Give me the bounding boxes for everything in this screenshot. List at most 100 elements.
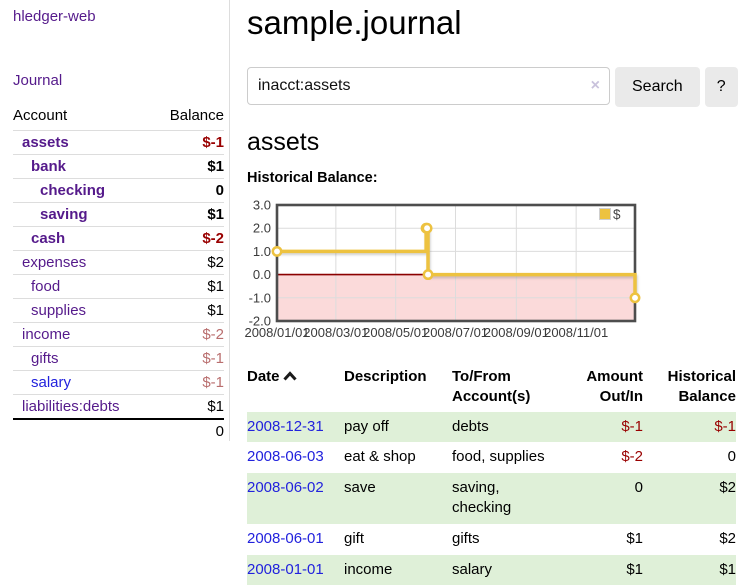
account-link[interactable]: liabilities:debts [22,398,120,415]
account-balance: $2 [152,250,224,275]
account-row: income $-2 [13,322,224,347]
transaction-date-link[interactable]: 2008-06-02 [247,479,324,497]
legend-label: $ [613,206,621,222]
svg-text:-1.0: -1.0 [249,290,271,305]
accounts-table: Account Balance assets $-1 bank $1 check… [13,104,224,443]
account-balance: $1 [152,274,224,299]
account-row: cash $-2 [13,226,224,251]
svg-text:2.0: 2.0 [253,221,271,236]
account-link[interactable]: saving [40,206,88,223]
account-row: checking 0 [13,178,224,203]
transaction-accounts: debts [452,417,489,435]
register-row: 2008-06-02 save saving, checking 0 $2 [247,473,736,524]
chart-canvas: 3.0 2.0 1.0 0.0 -1.0 -2.02008/01/012008/03/01… [244,197,641,340]
account-balance: $-1 [152,130,224,155]
register-row: 2008-06-03 eat & shop food, supplies $-2… [247,442,736,473]
transaction-date-link[interactable]: 2008-06-01 [247,529,324,547]
accounts-header-account: Account [13,107,68,124]
accounts-total-row: 0 [13,418,224,443]
transaction-balance: $2 [719,529,736,547]
transaction-amount: $-1 [621,417,643,435]
account-balance: $-1 [152,346,224,371]
page-title: sample.journal [247,4,462,41]
search-input[interactable] [247,66,610,105]
account-link[interactable]: assets [22,134,69,151]
transaction-amount: $1 [626,529,643,547]
accounts-header-balance: Balance [169,107,224,124]
nav-journal-link[interactable]: Journal [13,72,63,89]
svg-text:2008/03/01: 2008/03/01 [303,325,368,340]
search-box: × [247,66,610,107]
register-account-heading: assets [247,127,320,156]
account-link[interactable]: expenses [22,254,87,271]
account-balance: $-1 [152,370,224,395]
register-header-date-label: Date [247,367,280,385]
account-link[interactable]: income [22,326,71,343]
account-row: liabilities:debts $1 [13,394,224,419]
account-row: assets $-1 [13,130,224,155]
register-header-date[interactable]: Date [247,363,344,412]
account-link[interactable]: salary [31,374,72,391]
transaction-description: gift [344,529,365,547]
transaction-description: save [344,479,376,497]
svg-text:2008/09/01: 2008/09/01 [484,325,549,340]
svg-text:0.0: 0.0 [253,267,271,282]
account-row: salary $-1 [13,370,224,395]
register-table-body: 2008-12-31 pay off debts $-1 $-1 2008-06… [247,411,736,585]
svg-text:3.0: 3.0 [253,197,271,212]
help-button[interactable]: ? [704,66,738,107]
account-row: saving $1 [13,202,224,227]
app-title-link[interactable]: hledger-web [13,8,96,25]
account-row: supplies $1 [13,298,224,323]
transaction-accounts: gifts [452,529,480,547]
transaction-amount: 0 [634,479,643,497]
account-balance: $1 [152,154,224,179]
svg-text:2008/11/01: 2008/11/01 [544,325,608,340]
transaction-amount: $1 [626,560,643,578]
transaction-date-link[interactable]: 2008-12-31 [247,417,324,435]
transaction-amount: $-2 [621,448,643,466]
account-row: expenses $2 [13,250,224,275]
accounts-table-body: assets $-1 bank $1 checking 0 saving $1 … [13,130,224,419]
account-link[interactable]: cash [31,230,66,247]
historical-balance-chart: 3.0 2.0 1.0 0.0 -1.0 -2.0 2008/01/01 2008/03/01… [244,194,647,344]
transaction-balance: $-1 [714,417,736,435]
transaction-balance: 0 [727,448,736,466]
transaction-accounts: salary [452,560,493,578]
accounts-total-balance: 0 [152,418,224,443]
transaction-accounts: saving, checking [452,479,512,516]
register-header-balance: Historical Balance [667,367,736,405]
transaction-date-link[interactable]: 2008-06-03 [247,448,324,466]
transaction-description: pay off [344,417,389,435]
account-link[interactable]: supplies [31,302,87,319]
legend-swatch-icon [599,208,611,221]
register-row: 2008-12-31 pay off debts $-1 $-1 [247,411,736,443]
register-header-description: Description [344,367,427,385]
transaction-accounts: food, supplies [452,448,545,466]
account-balance: 0 [152,178,224,203]
account-link[interactable]: gifts [31,350,59,367]
register-header-amount: Amount Out/In [586,367,643,405]
account-balance: $-2 [152,226,224,251]
account-row: food $1 [13,274,224,299]
svg-text:2008/01/01: 2008/01/01 [244,325,309,340]
transaction-description: income [344,560,393,578]
transaction-description: eat & shop [344,448,416,466]
clear-search-icon[interactable]: × [590,76,600,94]
register-row: 2008-01-01 income salary $1 $1 [247,554,736,585]
transaction-date-link[interactable]: 2008-01-01 [247,560,324,578]
account-balance: $1 [152,202,224,227]
account-link[interactable]: bank [31,158,67,175]
svg-text:2008/07/01: 2008/07/01 [423,325,488,340]
transaction-balance: $2 [719,479,736,497]
account-balance: $1 [152,298,224,323]
register-table-header-row: Date Description To/From Account(s) Amou… [247,363,736,412]
main-content: sample.journal × Search ? assets Histori… [244,0,742,585]
account-row: gifts $-1 [13,346,224,371]
search-button[interactable]: Search [615,66,700,107]
svg-text:2008/05/01: 2008/05/01 [363,325,428,340]
account-link[interactable]: checking [40,182,106,199]
chart-title: Historical Balance: [247,169,378,186]
account-link[interactable]: food [31,278,61,295]
